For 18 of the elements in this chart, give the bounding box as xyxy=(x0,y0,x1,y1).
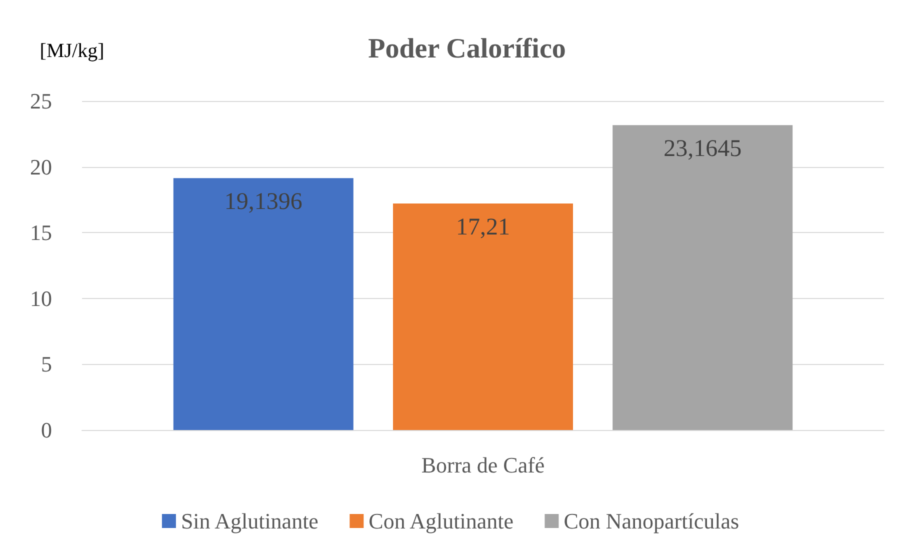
y-tick-label: 0 xyxy=(41,418,52,442)
bar xyxy=(612,125,793,430)
bar xyxy=(173,178,354,430)
bar xyxy=(393,204,573,430)
y-tick-label: 15 xyxy=(30,220,52,246)
chart-title: Poder Calorífico xyxy=(368,34,566,64)
data-label: 23,1645 xyxy=(664,136,742,162)
y-tick-label: 5 xyxy=(41,352,52,377)
legend-label: Con Nanopartículas xyxy=(564,508,740,534)
y-tick-label: 25 xyxy=(30,88,52,114)
data-label: 19,1396 xyxy=(224,189,302,216)
x-tick-label: Borra de Café xyxy=(421,452,545,478)
legend-label: Sin Aglutinante xyxy=(180,508,318,534)
legend-label: Con Aglutinante xyxy=(368,508,514,534)
y-tick-label: 10 xyxy=(30,286,52,311)
data-label: 17,21 xyxy=(456,214,510,241)
y-tick-label: 20 xyxy=(30,154,52,180)
y-axis-title: [MJ/kg] xyxy=(40,40,104,62)
